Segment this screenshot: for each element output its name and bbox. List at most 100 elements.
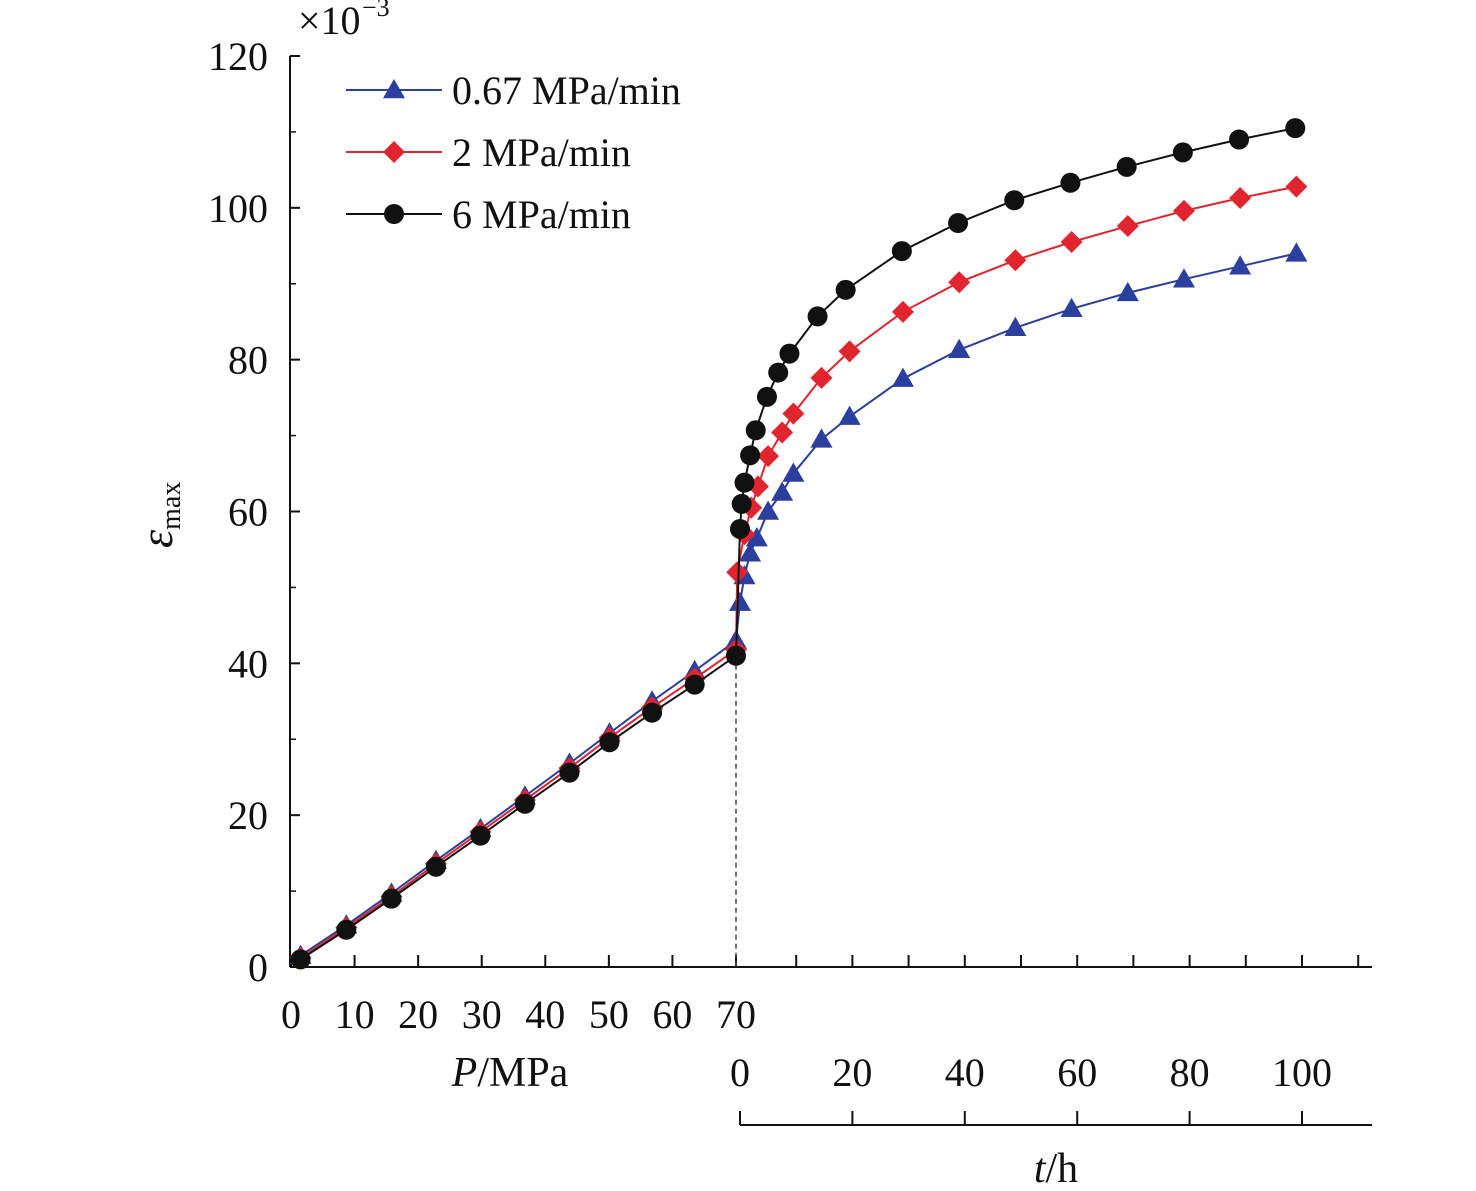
diamond-marker — [838, 340, 861, 363]
y-tick-label: 80 — [228, 338, 268, 383]
time-label-symbol: t — [1034, 1146, 1047, 1191]
t-tick-label: 100 — [1272, 1050, 1332, 1095]
y-tick-label: 0 — [248, 945, 268, 990]
diamond-marker — [782, 402, 805, 425]
circle-marker — [384, 204, 404, 224]
p-tick-label: 0 — [281, 992, 301, 1037]
diamond-marker — [1004, 249, 1027, 272]
circle-marker — [734, 472, 755, 493]
circle-marker — [891, 241, 912, 262]
diamond-marker — [757, 445, 780, 468]
p-tick-label: 40 — [525, 992, 565, 1037]
circle-marker — [514, 793, 535, 814]
series-1 — [289, 175, 1308, 969]
y-multiplier-exponent: −3 — [362, 0, 390, 22]
circle-marker — [768, 362, 789, 383]
circle-marker — [745, 420, 766, 441]
circle-marker — [1116, 156, 1137, 177]
triangle-marker — [1172, 268, 1195, 288]
y-tick-label: 20 — [228, 793, 268, 838]
p-tick-label: 60 — [652, 992, 692, 1037]
diamond-marker — [1060, 230, 1083, 253]
triangle-marker — [1229, 255, 1252, 275]
p-tick-label: 30 — [462, 992, 502, 1037]
series-line — [299, 252, 1297, 957]
triangle-marker — [383, 79, 405, 99]
diamond-marker — [1285, 175, 1308, 198]
series-layer — [289, 118, 1308, 970]
circle-marker — [779, 343, 800, 364]
t-tick-label: 20 — [832, 1050, 872, 1095]
circle-marker — [599, 732, 620, 753]
triangle-marker — [757, 500, 780, 520]
triangle-marker — [810, 428, 833, 448]
axes: 0 20 40 60 80 100 120 0 10 20 30 40 50 60 70 0 20 40 60 80 1… — [208, 34, 1372, 1126]
triangle-marker — [838, 405, 861, 425]
pressure-label-unit: /MPa — [477, 1050, 568, 1096]
circle-marker — [726, 645, 746, 666]
y-tick-label: 60 — [228, 490, 268, 535]
triangle-marker — [739, 542, 762, 562]
circle-marker — [1172, 142, 1193, 163]
series-line — [299, 185, 1297, 959]
diamond-marker — [771, 421, 794, 444]
circle-marker — [1004, 190, 1025, 211]
t-tick-label: 80 — [1170, 1050, 1210, 1095]
triangle-marker — [1004, 316, 1027, 337]
circle-marker — [336, 919, 357, 940]
pressure-axis-label: P/MPa — [451, 1050, 569, 1096]
diamond-marker — [383, 141, 405, 163]
p-tick-label: 50 — [589, 992, 629, 1037]
diamond-marker — [1172, 199, 1195, 222]
legend-label: 0.67 MPa/min — [452, 68, 681, 113]
y-label-subscript: max — [156, 482, 187, 530]
t-tick-label: 40 — [945, 1050, 985, 1095]
triangle-marker — [1116, 281, 1139, 302]
triangle-marker — [948, 338, 971, 359]
circle-marker — [1229, 129, 1250, 150]
y-label-symbol: ε — [131, 529, 182, 548]
diamond-marker — [810, 366, 833, 389]
circle-marker — [559, 762, 580, 783]
circle-marker — [948, 213, 969, 234]
circle-marker — [740, 445, 761, 466]
circle-marker — [470, 825, 491, 846]
circle-marker — [756, 386, 777, 407]
triangle-marker — [782, 462, 805, 482]
triangle-marker — [1285, 242, 1308, 262]
triangle-marker — [745, 527, 768, 547]
y-multiplier: ×10 — [298, 0, 361, 43]
p-tick-label: 10 — [335, 992, 375, 1037]
circle-marker — [425, 856, 446, 877]
time-axis-label: t/h — [1034, 1146, 1078, 1191]
y-tick-label: 100 — [208, 186, 268, 231]
circle-marker — [1060, 172, 1081, 193]
y-tick-label: 120 — [208, 34, 268, 79]
diamond-marker — [948, 271, 971, 294]
axis-labels: ×10 −3 εmax P/MPa t/h — [131, 0, 1078, 1191]
pressure-label-symbol: P — [451, 1050, 478, 1096]
y-tick-label: 40 — [228, 641, 268, 686]
diamond-marker — [1229, 186, 1252, 209]
t-tick-label: 0 — [730, 1050, 750, 1095]
circle-marker — [684, 674, 705, 695]
circle-marker — [1285, 118, 1306, 139]
diamond-marker — [891, 300, 914, 323]
diamond-marker — [726, 561, 749, 584]
legend: 0.67 MPa/min 2 MPa/min 6 MPa/min — [346, 68, 681, 237]
circle-marker — [642, 702, 663, 723]
diamond-marker — [1116, 215, 1139, 238]
triangle-marker — [771, 481, 794, 501]
circle-marker — [290, 949, 311, 970]
circle-marker — [381, 888, 402, 909]
series-2 — [290, 118, 1306, 970]
circle-marker — [730, 518, 750, 539]
time-label-unit: /h — [1046, 1146, 1079, 1191]
triangle-marker — [729, 591, 751, 611]
p-tick-label: 70 — [716, 992, 756, 1037]
t-tick-label: 60 — [1057, 1050, 1097, 1095]
circle-marker — [807, 306, 828, 327]
series-line — [299, 127, 1296, 961]
triangle-marker — [1060, 297, 1083, 318]
